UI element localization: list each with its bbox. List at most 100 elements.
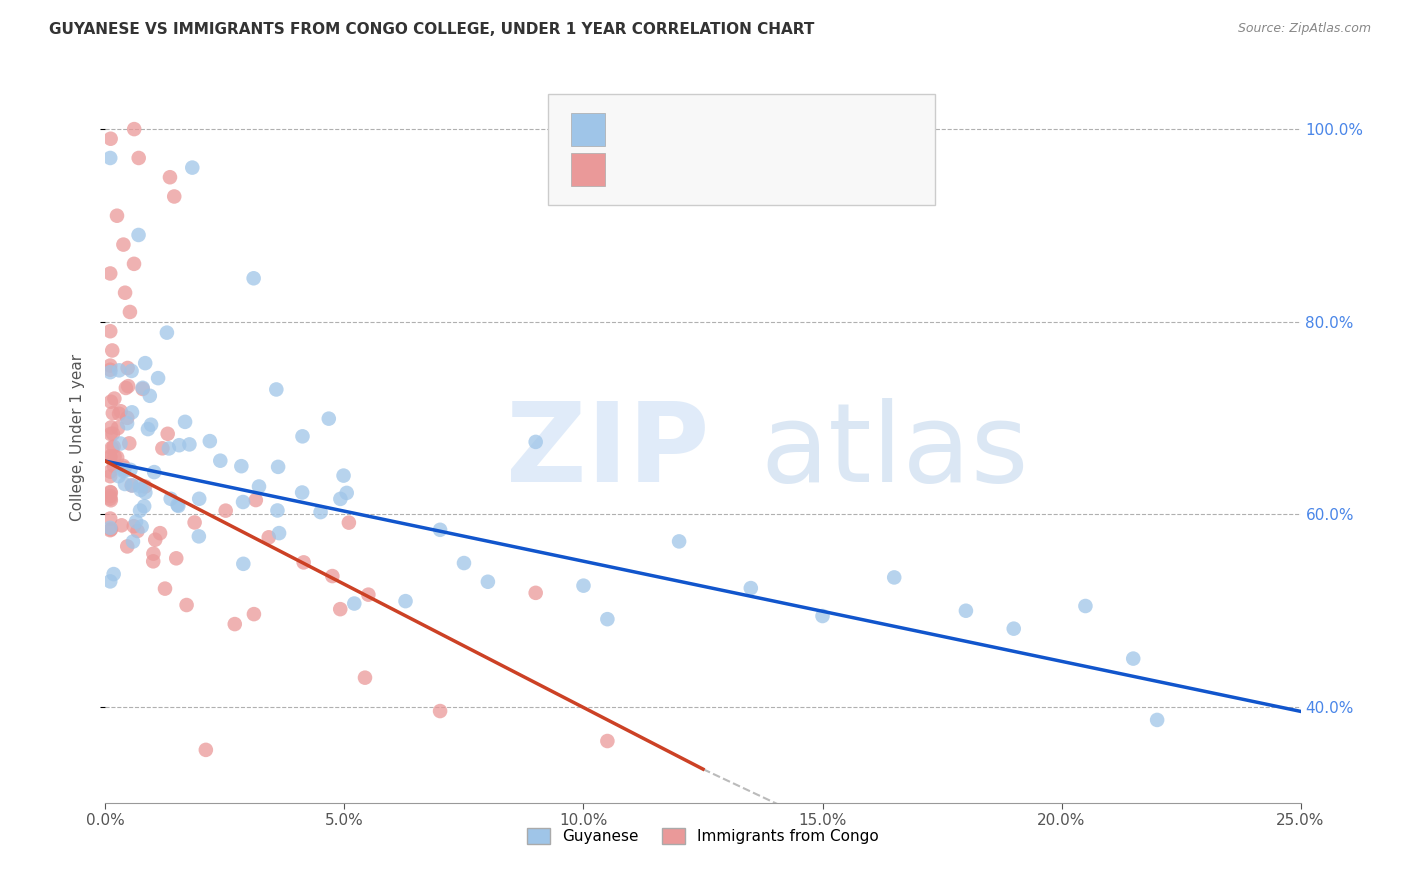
Point bbox=[740, 581, 762, 595]
Point bbox=[156, 326, 179, 340]
Point bbox=[98, 491, 121, 506]
Point bbox=[122, 257, 145, 271]
Point bbox=[98, 359, 121, 373]
Point bbox=[668, 534, 690, 549]
Point bbox=[167, 438, 190, 452]
Point bbox=[100, 420, 122, 434]
Point bbox=[107, 421, 129, 435]
Point bbox=[159, 491, 181, 506]
Point bbox=[150, 442, 173, 456]
Point bbox=[176, 598, 198, 612]
Point bbox=[266, 503, 288, 517]
Point bbox=[394, 594, 416, 608]
Text: -0.480: -0.480 bbox=[657, 119, 716, 136]
Point bbox=[108, 407, 131, 421]
Point bbox=[143, 465, 166, 479]
Point bbox=[357, 588, 380, 602]
Text: N =: N = bbox=[745, 159, 782, 177]
Point bbox=[179, 437, 201, 451]
Point bbox=[125, 515, 148, 529]
Point bbox=[115, 417, 138, 431]
Point bbox=[128, 151, 150, 165]
Point bbox=[100, 485, 122, 500]
Point bbox=[188, 491, 211, 506]
Point bbox=[167, 499, 190, 513]
Point bbox=[98, 450, 121, 464]
Point bbox=[103, 458, 125, 473]
Point bbox=[101, 406, 124, 420]
Point bbox=[242, 271, 264, 285]
Point bbox=[1074, 599, 1097, 613]
Point bbox=[209, 453, 232, 467]
Point bbox=[121, 478, 143, 492]
Point bbox=[98, 365, 121, 379]
Point bbox=[337, 516, 360, 530]
Point bbox=[118, 436, 141, 450]
Point bbox=[114, 285, 136, 300]
Legend: Guyanese, Immigrants from Congo: Guyanese, Immigrants from Congo bbox=[522, 822, 884, 850]
Point bbox=[131, 519, 153, 533]
Point bbox=[122, 519, 145, 533]
Point bbox=[955, 604, 977, 618]
Point bbox=[107, 469, 129, 483]
Point bbox=[243, 607, 266, 621]
Point bbox=[332, 468, 354, 483]
Point bbox=[112, 464, 135, 478]
Point bbox=[181, 161, 204, 175]
Point bbox=[354, 671, 377, 685]
Point bbox=[114, 461, 136, 475]
Point bbox=[811, 609, 834, 624]
Point bbox=[120, 463, 142, 477]
Point bbox=[100, 394, 122, 409]
Point bbox=[98, 485, 121, 500]
Text: Source: ZipAtlas.com: Source: ZipAtlas.com bbox=[1237, 22, 1371, 36]
Text: ZIP: ZIP bbox=[506, 398, 709, 505]
Point bbox=[98, 151, 121, 165]
Point bbox=[121, 364, 143, 378]
Point bbox=[142, 554, 165, 568]
Point bbox=[183, 516, 205, 530]
Text: 78: 78 bbox=[783, 119, 806, 136]
Point bbox=[100, 427, 122, 442]
Point bbox=[129, 483, 152, 497]
Point bbox=[134, 356, 156, 370]
Point bbox=[103, 392, 125, 406]
Point bbox=[98, 469, 121, 483]
Point bbox=[134, 485, 156, 500]
Point bbox=[291, 429, 314, 443]
Point bbox=[156, 426, 179, 441]
Point bbox=[231, 459, 253, 474]
Point bbox=[883, 570, 905, 584]
Point bbox=[142, 547, 165, 561]
Point bbox=[453, 556, 475, 570]
Point bbox=[267, 459, 290, 474]
Text: 80: 80 bbox=[783, 159, 806, 177]
Point bbox=[247, 479, 270, 493]
Point bbox=[257, 530, 280, 544]
Point bbox=[110, 436, 132, 450]
Point bbox=[98, 267, 121, 281]
Point bbox=[115, 381, 138, 395]
Point bbox=[524, 586, 547, 600]
Point bbox=[110, 518, 132, 533]
Point bbox=[524, 434, 547, 449]
Point bbox=[121, 405, 143, 419]
Y-axis label: College, Under 1 year: College, Under 1 year bbox=[70, 353, 84, 521]
Point bbox=[165, 551, 187, 566]
Point bbox=[245, 493, 267, 508]
Point bbox=[1146, 713, 1168, 727]
Point bbox=[117, 361, 139, 376]
Point bbox=[157, 442, 180, 456]
Point bbox=[112, 458, 135, 473]
Point bbox=[267, 526, 290, 541]
Point bbox=[98, 574, 121, 589]
Point bbox=[131, 382, 153, 396]
Point bbox=[329, 602, 352, 616]
Point bbox=[127, 524, 149, 538]
Point bbox=[1122, 651, 1144, 665]
Point bbox=[232, 557, 254, 571]
Point bbox=[318, 411, 340, 425]
Point bbox=[129, 479, 152, 493]
Point bbox=[232, 495, 254, 509]
Point bbox=[174, 415, 197, 429]
